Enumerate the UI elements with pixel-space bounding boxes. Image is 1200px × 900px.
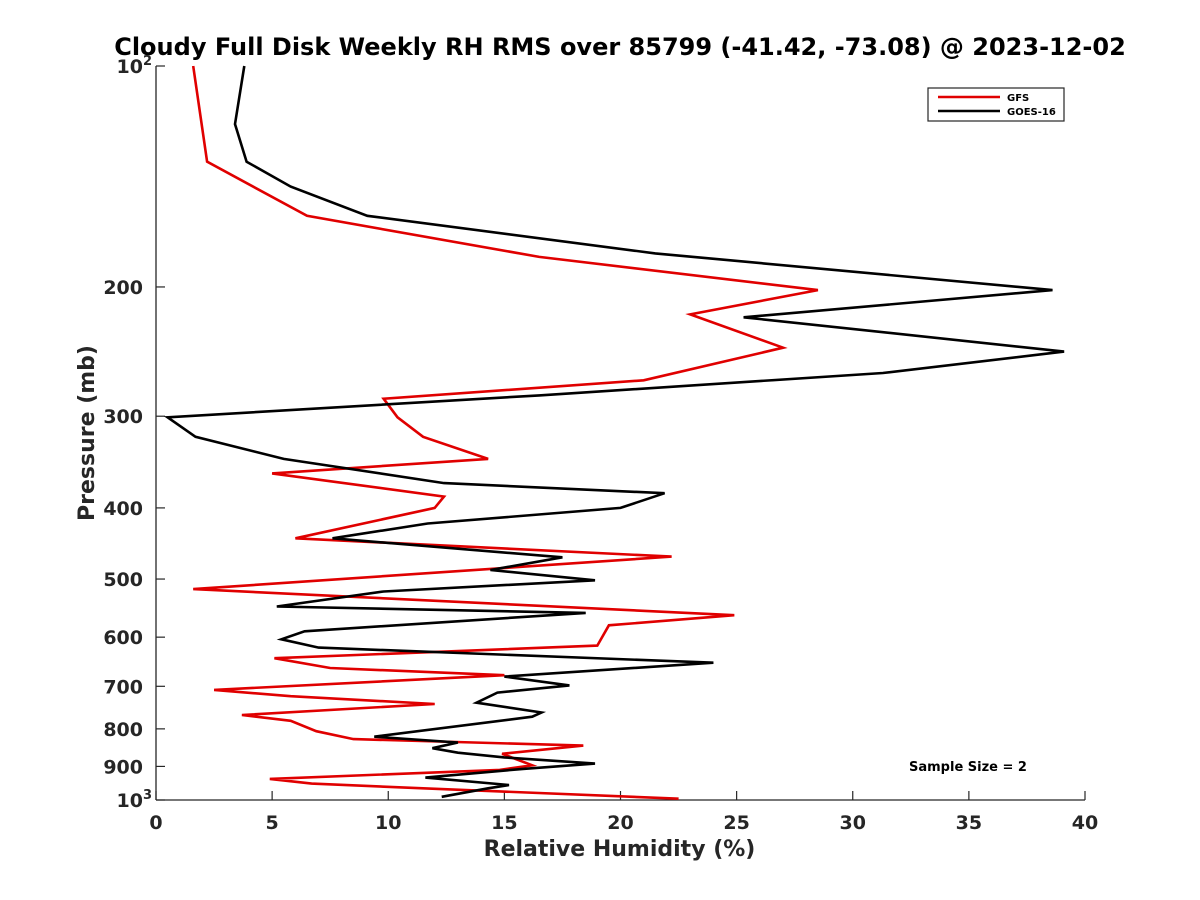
y-tick-label: 700 bbox=[103, 676, 143, 698]
x-tick-label: 15 bbox=[491, 812, 517, 834]
y-axis-label: Pressure (mb) bbox=[75, 345, 100, 521]
series-line-goes-16 bbox=[163, 65, 1065, 799]
axes: 0 5 10 15 20 25 30 35 40 102 200 300 400 500 600 700 800… bbox=[103, 54, 1098, 834]
y-tick-label: 800 bbox=[103, 719, 143, 741]
y-tick-label: 400 bbox=[103, 498, 143, 520]
x-tick-label: 35 bbox=[956, 812, 982, 834]
y-tick-label: 200 bbox=[103, 277, 143, 299]
series-layer bbox=[163, 65, 1065, 800]
x-tick-label: 25 bbox=[723, 812, 749, 834]
legend: GFS GOES-16 bbox=[927, 87, 1065, 122]
y-tick-label: 102 bbox=[117, 54, 153, 78]
x-tick-label: 0 bbox=[149, 812, 162, 834]
legend-box bbox=[927, 87, 1065, 122]
legend-label: GFS bbox=[1007, 93, 1029, 104]
y-tick-label: 500 bbox=[103, 569, 143, 591]
y-tick-label: 300 bbox=[103, 406, 143, 428]
x-tick-label: 20 bbox=[607, 812, 633, 834]
x-tick-label: 10 bbox=[375, 812, 401, 834]
y-tick-label: 900 bbox=[103, 756, 143, 778]
x-tick-label: 30 bbox=[840, 812, 866, 834]
x-tick-label: 40 bbox=[1072, 812, 1098, 834]
sample-size-note: Sample Size = 2 bbox=[909, 760, 1027, 775]
series-line-gfs bbox=[191, 65, 819, 800]
legend-label: GOES-16 bbox=[1007, 107, 1056, 118]
y-tick-label: 103 bbox=[117, 788, 153, 812]
chart-title: Cloudy Full Disk Weekly RH RMS over 8579… bbox=[114, 33, 1126, 61]
y-tick-label: 600 bbox=[103, 627, 143, 649]
x-axis-label: Relative Humidity (%) bbox=[484, 837, 756, 862]
x-tick-label: 5 bbox=[266, 812, 279, 834]
